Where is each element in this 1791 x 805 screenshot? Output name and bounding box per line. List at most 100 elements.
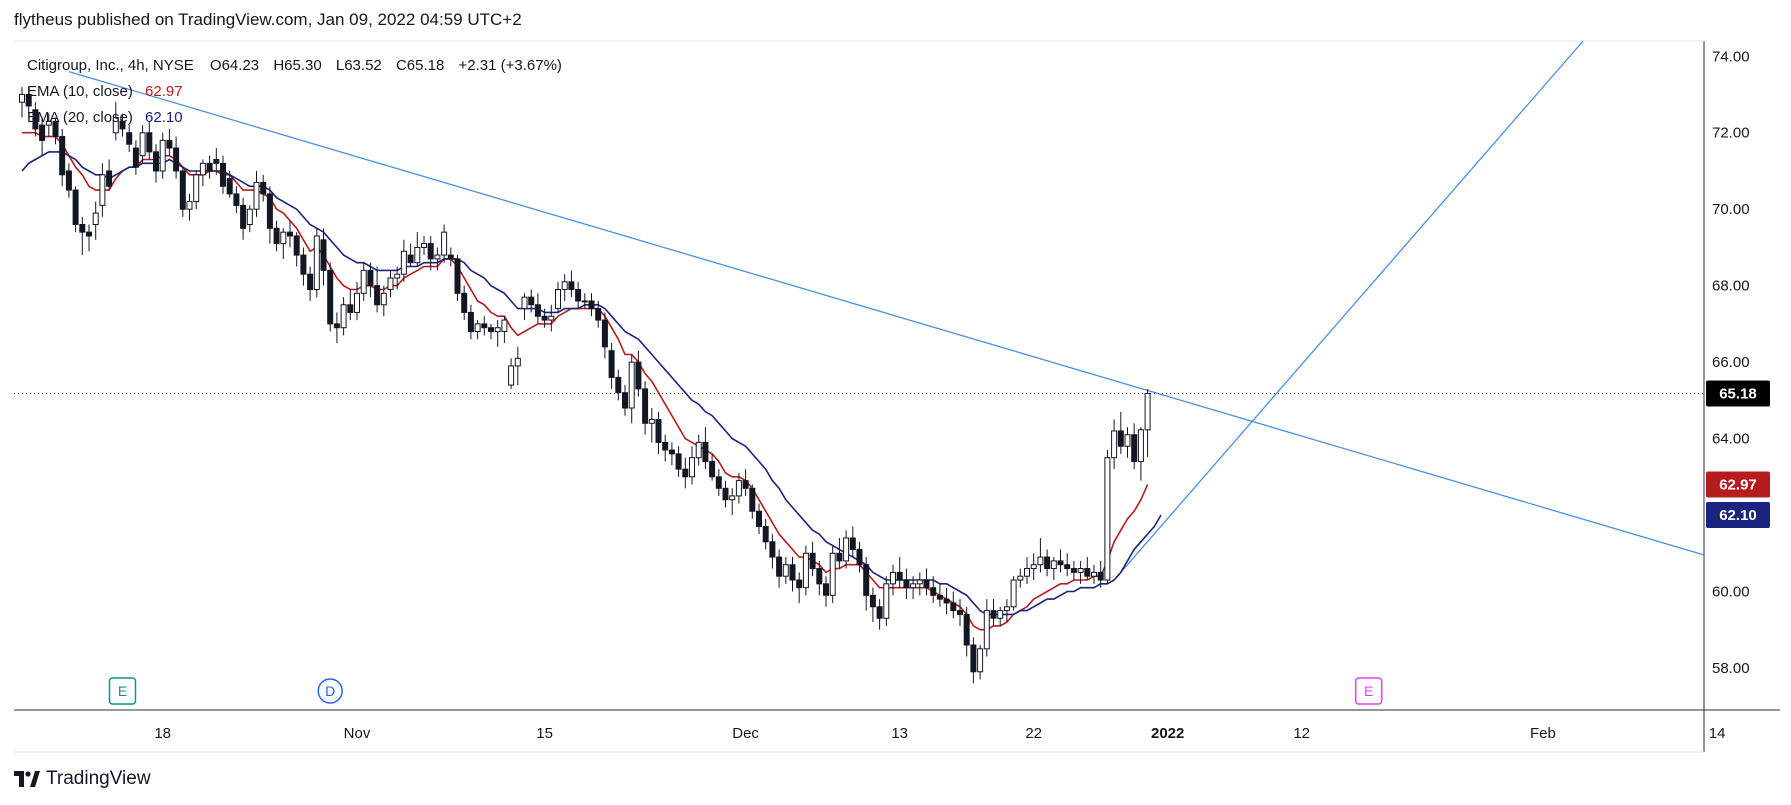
candle[interactable] bbox=[776, 549, 783, 588]
candle[interactable] bbox=[474, 320, 481, 340]
candle[interactable] bbox=[1104, 450, 1111, 584]
candle[interactable] bbox=[99, 163, 106, 217]
candle[interactable] bbox=[233, 186, 240, 214]
candle[interactable] bbox=[1010, 576, 1017, 611]
candle[interactable] bbox=[454, 255, 461, 301]
dividend-marker[interactable]: D bbox=[317, 678, 343, 704]
candle[interactable] bbox=[494, 320, 501, 347]
candle[interactable] bbox=[360, 262, 367, 301]
candle[interactable] bbox=[836, 537, 843, 569]
candle[interactable] bbox=[977, 645, 984, 680]
candle[interactable] bbox=[1030, 553, 1037, 581]
candle[interactable] bbox=[441, 224, 448, 263]
candle[interactable] bbox=[601, 312, 608, 359]
candle[interactable] bbox=[367, 262, 374, 298]
candle[interactable] bbox=[300, 247, 307, 286]
candle[interactable] bbox=[72, 186, 79, 233]
candle[interactable] bbox=[789, 557, 796, 592]
candle[interactable] bbox=[153, 144, 159, 183]
candle[interactable] bbox=[796, 572, 803, 603]
candle[interactable] bbox=[45, 113, 52, 137]
candle[interactable] bbox=[528, 289, 535, 313]
candle[interactable] bbox=[943, 587, 950, 615]
candle[interactable] bbox=[488, 323, 494, 340]
candle[interactable] bbox=[19, 86, 25, 118]
candle[interactable] bbox=[890, 564, 896, 596]
candle[interactable] bbox=[1017, 568, 1024, 588]
candle[interactable] bbox=[983, 599, 990, 657]
candle[interactable] bbox=[186, 193, 193, 221]
candle[interactable] bbox=[1050, 557, 1057, 581]
candle[interactable] bbox=[434, 247, 441, 271]
candle[interactable] bbox=[936, 583, 943, 607]
candle[interactable] bbox=[1037, 537, 1044, 573]
candle[interactable] bbox=[1091, 564, 1097, 584]
candle[interactable] bbox=[568, 270, 575, 298]
candle[interactable] bbox=[628, 354, 635, 424]
candle[interactable] bbox=[467, 304, 474, 340]
earnings-marker[interactable]: E bbox=[1354, 677, 1383, 705]
candle[interactable] bbox=[173, 136, 180, 179]
candle[interactable] bbox=[923, 568, 930, 596]
tradingview-logo[interactable]: TradingView bbox=[14, 768, 151, 790]
candle[interactable] bbox=[997, 606, 1004, 626]
candle[interactable] bbox=[655, 411, 662, 454]
candle[interactable] bbox=[735, 472, 742, 504]
candle[interactable] bbox=[521, 293, 528, 321]
candle[interactable] bbox=[407, 243, 414, 267]
candle[interactable] bbox=[32, 102, 39, 137]
candle[interactable] bbox=[856, 541, 863, 573]
candle[interactable] bbox=[287, 220, 293, 248]
candle[interactable] bbox=[695, 434, 702, 466]
candle[interactable] bbox=[595, 300, 602, 328]
candle[interactable] bbox=[380, 285, 387, 317]
candle[interactable] bbox=[25, 86, 32, 114]
candle[interactable] bbox=[447, 247, 454, 267]
candle[interactable] bbox=[682, 457, 689, 489]
candle[interactable] bbox=[930, 576, 937, 603]
candle[interactable] bbox=[320, 228, 327, 286]
candle[interactable] bbox=[608, 343, 615, 389]
candle[interactable] bbox=[340, 297, 347, 336]
candle[interactable] bbox=[119, 113, 126, 137]
candle[interactable] bbox=[421, 235, 427, 256]
candle[interactable] bbox=[769, 534, 776, 569]
candle[interactable] bbox=[869, 587, 876, 623]
legend-ema20[interactable]: EMA (20, close) 62.10 bbox=[27, 109, 183, 126]
candle[interactable] bbox=[662, 434, 669, 462]
candle-layer[interactable] bbox=[19, 86, 1151, 684]
candle[interactable] bbox=[749, 484, 756, 519]
candle[interactable] bbox=[246, 205, 253, 233]
candle[interactable] bbox=[809, 541, 816, 577]
candle[interactable] bbox=[689, 446, 695, 485]
candle[interactable] bbox=[273, 220, 280, 252]
candle[interactable] bbox=[642, 381, 649, 435]
candle[interactable] bbox=[668, 442, 675, 466]
candle[interactable] bbox=[146, 121, 153, 160]
candle[interactable] bbox=[1131, 423, 1138, 470]
candle[interactable] bbox=[307, 266, 314, 301]
candle[interactable] bbox=[253, 170, 260, 217]
candle[interactable] bbox=[39, 117, 46, 156]
candle[interactable] bbox=[374, 266, 381, 313]
candle[interactable] bbox=[863, 557, 870, 611]
candle[interactable] bbox=[1064, 553, 1071, 577]
candle[interactable] bbox=[1057, 549, 1064, 573]
trendline-descending[interactable] bbox=[68, 70, 1791, 619]
candle[interactable] bbox=[387, 270, 394, 298]
candle[interactable] bbox=[79, 216, 86, 256]
candle[interactable] bbox=[139, 125, 146, 164]
candle[interactable] bbox=[648, 407, 655, 443]
candle[interactable] bbox=[635, 350, 642, 397]
candle[interactable] bbox=[92, 201, 99, 240]
candle[interactable] bbox=[622, 385, 628, 416]
candle[interactable] bbox=[514, 346, 521, 386]
candle[interactable] bbox=[742, 469, 749, 496]
candle[interactable] bbox=[903, 568, 910, 600]
candle[interactable] bbox=[1084, 557, 1091, 581]
candle[interactable] bbox=[1137, 427, 1144, 481]
candle[interactable] bbox=[916, 572, 923, 596]
candle[interactable] bbox=[260, 174, 267, 202]
candle[interactable] bbox=[709, 453, 716, 481]
